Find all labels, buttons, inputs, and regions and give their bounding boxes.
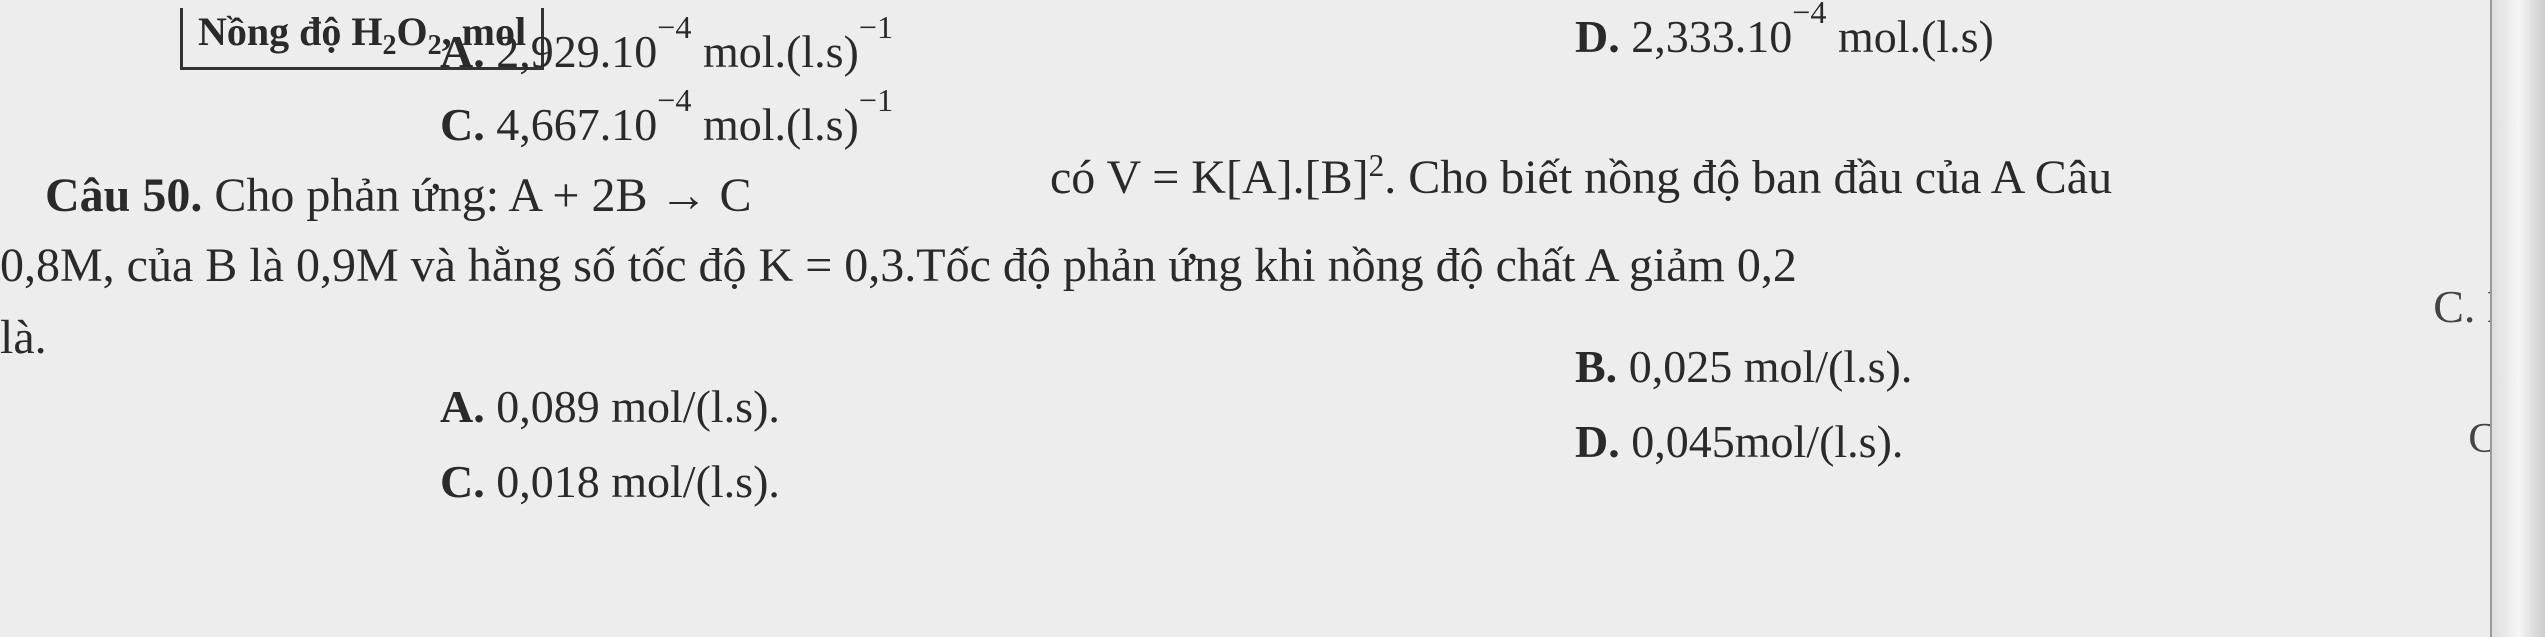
q49-option-c: C. 4,667.10−4 mol.(l.s)−1	[440, 98, 893, 151]
q50-text-line2: 0,8M, của B là 0,9M và hằng số tốc độ K …	[0, 238, 1797, 293]
q49-option-a: A. 2,929.10−4 mol.(l.s)−1	[440, 25, 893, 78]
option-label: D.	[1575, 416, 1620, 467]
q50-option-d: D. 0,045mol/(l.s).	[1575, 415, 1903, 468]
question-label: Câu 50.	[45, 169, 202, 222]
option-text: 0,089 mol/(l.s).	[496, 381, 780, 432]
option-text: 0,018 mol/(l.s).	[496, 456, 780, 507]
option-label: B.	[1575, 341, 1617, 392]
text: là.	[0, 311, 47, 364]
q50-option-c: C. 0,018 mol/(l.s).	[440, 455, 780, 508]
q50-option-b: B. 0,025 mol/(l.s).	[1575, 340, 1912, 393]
option-label: A.	[440, 381, 485, 432]
option-label: C.	[440, 456, 485, 507]
page-edge	[2490, 0, 2545, 637]
option-text: 0,025 mol/(l.s).	[1629, 341, 1913, 392]
option-label: A.	[440, 26, 485, 77]
text: 0,8M, của B là 0,9M và hằng số tốc độ K …	[0, 239, 1797, 292]
option-text: 2,929.10−4 mol.(l.s)−1	[496, 26, 893, 77]
q50-heading-line: Câu 50. Cho phản ứng: A + 2B → C	[45, 168, 752, 223]
option-label: C.	[440, 99, 485, 150]
page-container: Nồng độ H2O2, mol A. 2,929.10−4 mol.(l.s…	[0, 0, 2545, 637]
q49-option-d: D. 2,333.10−4 mol.(l.s)	[1575, 10, 1994, 63]
option-text: 0,045mol/(l.s).	[1631, 416, 1903, 467]
option-text: 2,333.10−4 mol.(l.s)	[1631, 11, 1994, 62]
option-text: 4,667.10−4 mol.(l.s)−1	[496, 99, 893, 150]
content-area: Nồng độ H2O2, mol A. 2,929.10−4 mol.(l.s…	[0, 0, 2545, 637]
q50-text-line3: là.	[0, 310, 47, 365]
text: có V = K[A].[B]2. Cho biết nồng độ ban đ…	[1050, 151, 2112, 204]
option-label: D.	[1575, 11, 1620, 62]
q50-text-fragment-right: có V = K[A].[B]2. Cho biết nồng độ ban đ…	[1050, 148, 2112, 205]
q50-option-a: A. 0,089 mol/(l.s).	[440, 380, 780, 433]
text: Cho phản ứng: A + 2B → C	[214, 169, 751, 222]
